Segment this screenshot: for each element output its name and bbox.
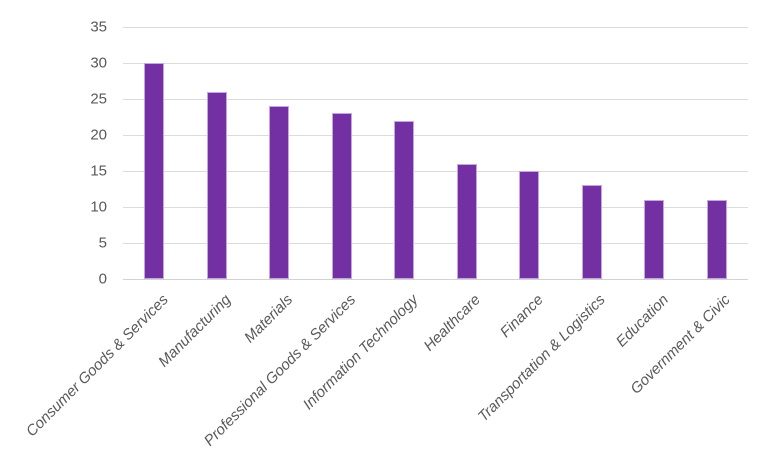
bar-finance: [519, 171, 539, 279]
bar-materials: [269, 106, 289, 279]
bar-information-technology: [394, 121, 414, 279]
gridline: [123, 63, 748, 64]
y-axis-tick-label: 10: [90, 198, 107, 216]
x-axis-line: [123, 279, 748, 280]
bar-transportation-logistics: [582, 185, 602, 279]
x-axis-category-label: Education: [612, 291, 672, 351]
gridline: [123, 243, 748, 244]
bar-education: [644, 200, 664, 279]
bar-manufacturing: [207, 92, 227, 279]
y-axis-tick-label: 30: [90, 54, 107, 72]
bar-consumer-goods-services: [144, 63, 164, 279]
gridline: [123, 171, 748, 172]
x-axis-category-label: Finance: [496, 291, 547, 342]
bar-professional-goods-services: [332, 113, 352, 279]
y-axis-tick-label: 25: [90, 90, 107, 108]
gridline: [123, 99, 748, 100]
x-axis-category-label: Information Technology: [299, 291, 422, 414]
gridline: [123, 207, 748, 208]
gridline: [123, 27, 748, 28]
y-axis-tick-label: 20: [90, 126, 107, 144]
gridline: [123, 135, 748, 136]
y-axis-tick-label: 15: [90, 162, 107, 180]
y-axis-tick-label: 5: [98, 234, 107, 252]
bar-government-civic: [707, 200, 727, 279]
bar-healthcare: [457, 164, 477, 279]
x-axis-category-label: Healthcare: [420, 291, 485, 355]
x-axis-category-label: Transportation & Logistics: [475, 291, 610, 426]
x-axis-category-label: Consumer Goods & Services: [22, 291, 172, 441]
x-axis-category-label: Materials: [241, 291, 297, 347]
y-axis-tick-label: 0: [98, 270, 107, 288]
y-axis-tick-label: 35: [90, 18, 107, 36]
